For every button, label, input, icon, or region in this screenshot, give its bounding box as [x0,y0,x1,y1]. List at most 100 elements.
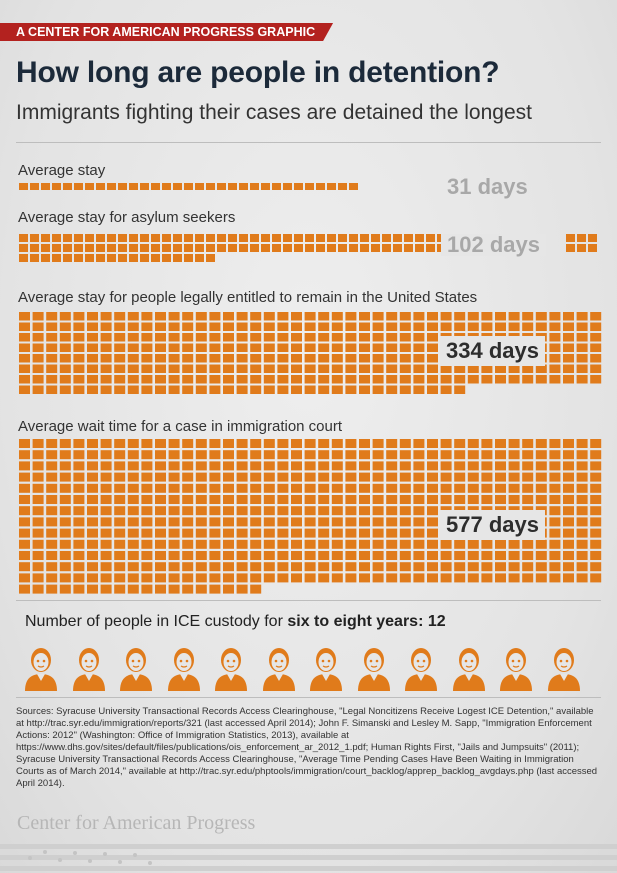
waffle-square [32,385,44,394]
waffle-square [304,461,316,471]
waffle-square [535,551,547,560]
waffle-square [223,322,234,331]
waffle-square [140,183,149,190]
waffle-square [217,244,226,252]
waffle-square [195,312,207,321]
waffle-square [206,183,215,190]
waffle-square [184,244,193,252]
waffle-square [413,517,425,527]
waffle-square [46,495,58,504]
waffle-square [250,343,262,352]
waffle-square [141,472,153,482]
waffle-square [19,450,30,460]
waffle-square [563,439,574,448]
waffle-square [263,312,275,321]
waffle-square [386,375,398,384]
waffle-square [263,495,275,504]
waffle-square [87,539,98,549]
waffle-square [46,584,58,594]
waffle-square [318,506,330,516]
waffle-square [173,234,182,242]
waffle-square [236,495,248,504]
waffle-square [481,450,493,460]
waffle-square [155,483,166,493]
waffle-square [155,517,166,527]
waffle-square [399,472,411,482]
waffle-square [141,517,153,527]
waffle-square [318,375,330,384]
waffle-square [549,528,561,538]
waffle-square [19,439,30,448]
waffle-square [495,364,506,373]
waffle-square [386,506,398,516]
waffle-square [427,312,438,321]
waffle-square [495,539,506,549]
waffle-square [87,506,98,516]
person-icon [117,645,155,691]
waffle-square [440,551,452,560]
waffle-square [522,573,534,583]
waffle-square [263,375,275,384]
waffle-square [129,254,138,262]
waffle-square [291,483,302,493]
waffle-square [522,495,534,504]
waffle-square [173,254,182,262]
waffle-square [563,539,574,549]
waffle-square [576,343,588,352]
waffle-square [19,517,30,527]
waffle-square [46,483,58,493]
waffle-square [74,183,83,190]
waffle-square [283,234,292,242]
waffle-square [359,483,370,493]
waffle-square [87,495,98,504]
waffle-square [263,450,275,460]
waffle-square [345,528,357,538]
waffle-square [19,364,30,373]
waffle-square [454,385,466,394]
waffle-square [563,472,574,482]
waffle-square [263,322,275,331]
waffle-square [168,461,180,471]
waffle-square [141,495,153,504]
waffle-square [318,385,330,394]
waffle-square [563,375,574,384]
waffle-square [155,573,166,583]
waffle-square [73,573,85,583]
waffle-square [195,584,207,594]
waffle-square [195,461,207,471]
waffle-square [184,234,193,242]
waffle-square [74,244,83,252]
waffle-square [399,312,411,321]
waffle-square [331,495,343,504]
waffle-square [399,343,411,352]
waffle-square [155,343,166,352]
waffle-square [261,244,270,252]
waffle-square [508,450,520,460]
waffle-square [30,244,39,252]
waffle-square [576,450,588,460]
waffle-square [209,517,221,527]
waffle-square [195,343,207,352]
waffle-square [195,385,207,394]
waffle-square [195,472,207,482]
waffle-square [223,439,234,448]
waffle-square [372,461,384,471]
waffle-square [481,539,493,549]
waffle-square [195,322,207,331]
waffle-square [454,312,466,321]
waffle-square [576,495,588,504]
waffle-square [236,364,248,373]
waffle-square [46,364,58,373]
waffle-square [576,483,588,493]
waffle-square [100,517,112,527]
waffle-square [535,562,547,572]
waffle-square [19,483,30,493]
waffle-square [272,234,281,242]
waffle-square [590,333,602,342]
waffle-square [19,528,30,538]
waffle-square [386,322,398,331]
waffle-square [508,461,520,471]
waffle-square [236,343,248,352]
waffle-square [184,183,193,190]
